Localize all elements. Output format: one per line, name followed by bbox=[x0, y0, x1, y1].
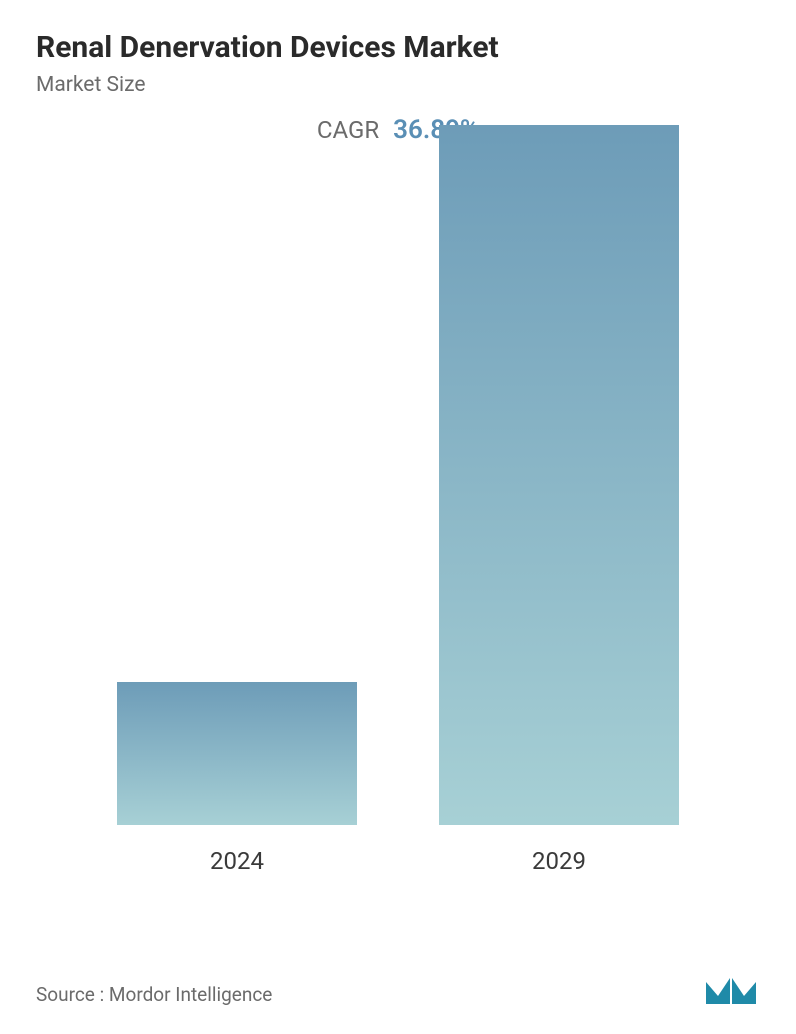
logo-m-left bbox=[706, 978, 730, 1004]
mordor-logo-icon bbox=[704, 970, 760, 1006]
chart-title: Renal Denervation Devices Market bbox=[36, 30, 760, 65]
bar bbox=[439, 125, 679, 825]
bar-group: 2024 bbox=[117, 682, 357, 876]
chart-subtitle: Market Size bbox=[36, 73, 760, 97]
bar-label: 2024 bbox=[210, 847, 264, 875]
bar-chart: 2024 2029 bbox=[36, 155, 760, 875]
bar-group: 2029 bbox=[439, 125, 679, 875]
cagr-label: CAGR bbox=[317, 116, 379, 144]
chart-footer: Source : Mordor Intelligence bbox=[36, 970, 760, 1006]
logo-m-right bbox=[732, 978, 756, 1004]
bar bbox=[117, 682, 357, 826]
bar-label: 2029 bbox=[532, 847, 586, 875]
source-text: Source : Mordor Intelligence bbox=[36, 983, 272, 1006]
